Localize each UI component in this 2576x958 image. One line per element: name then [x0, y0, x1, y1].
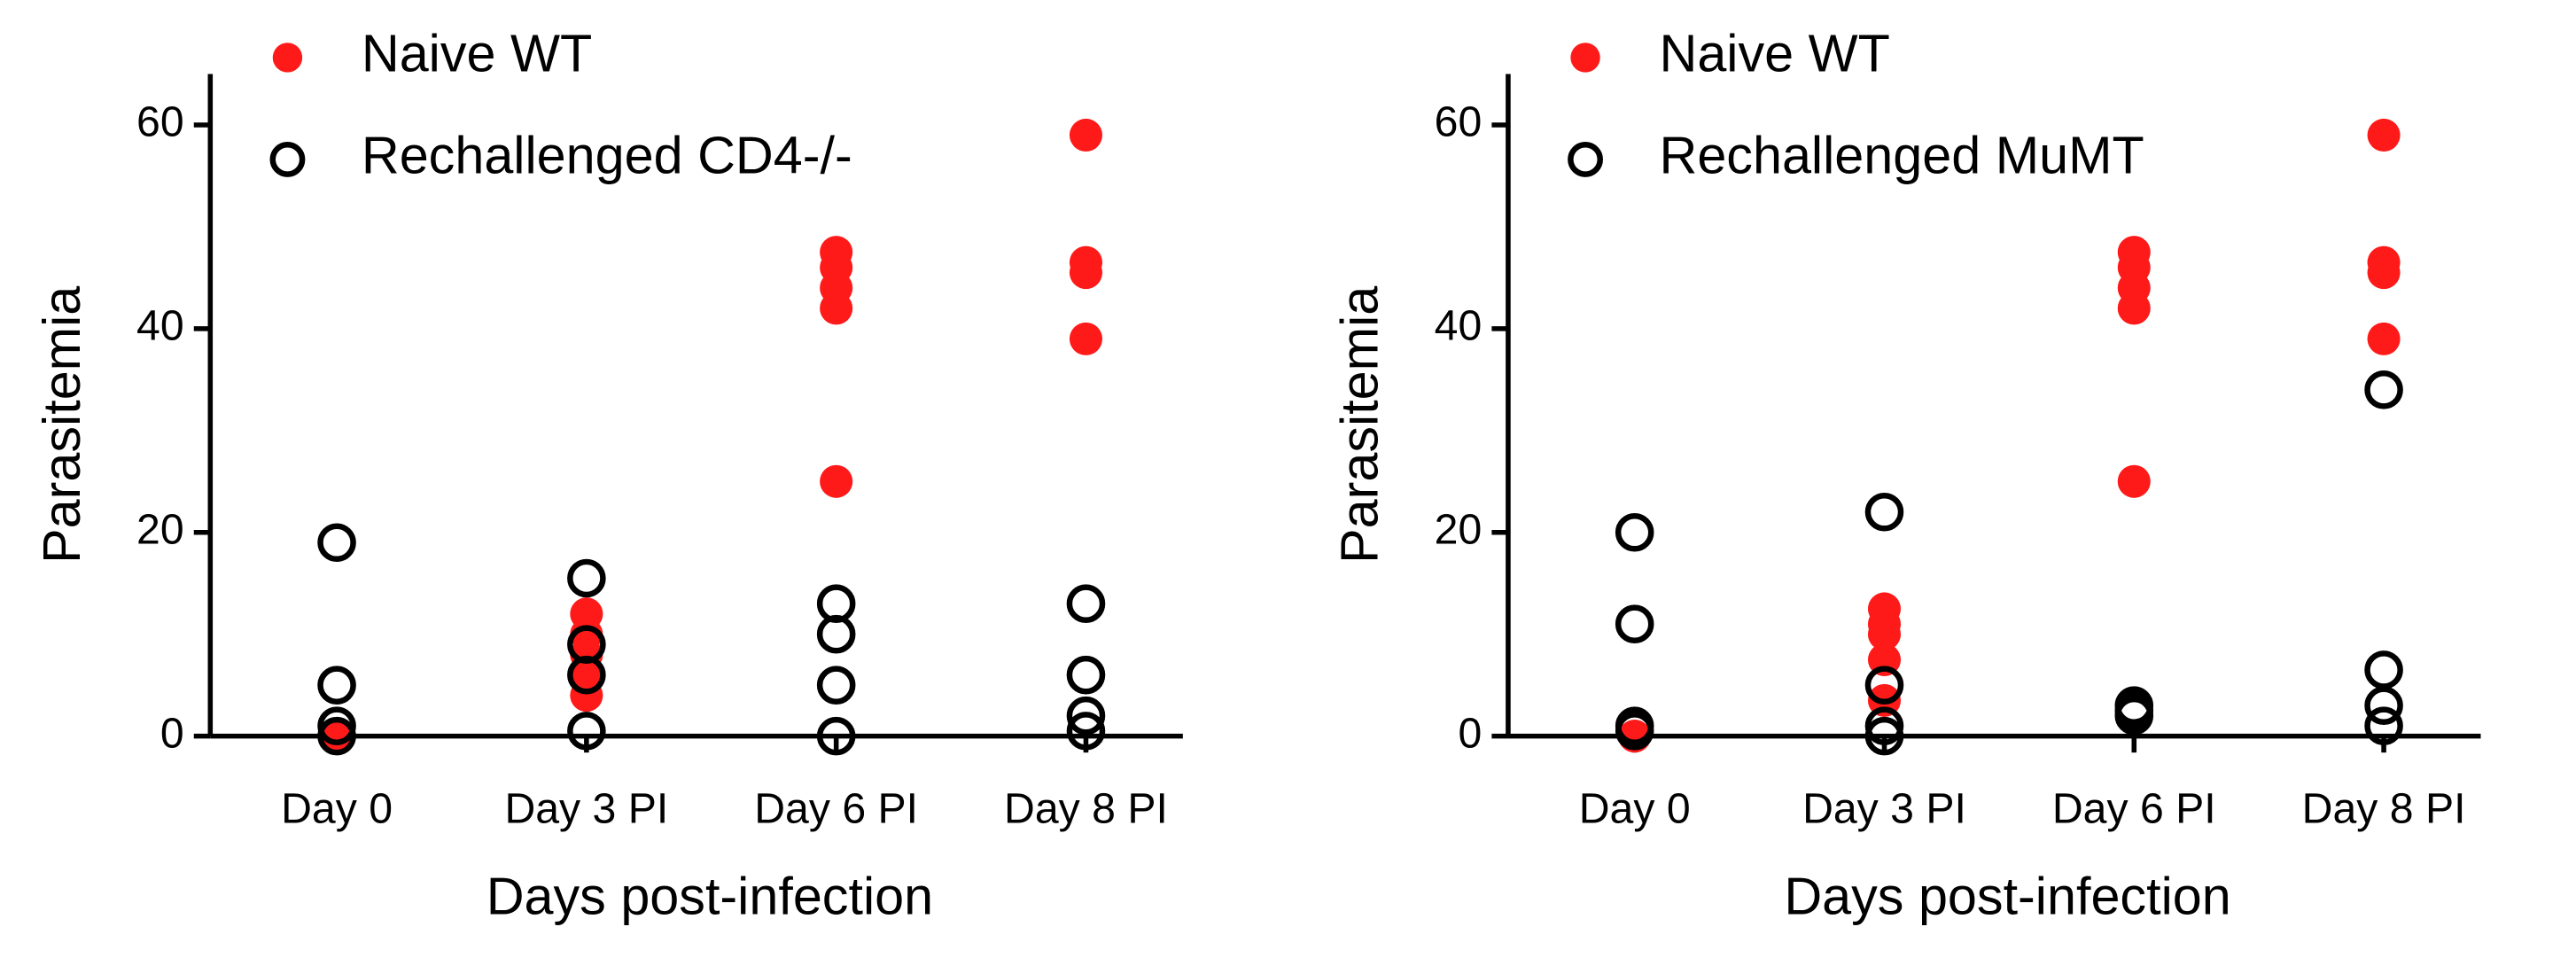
point — [2367, 322, 2401, 355]
legend-label: Naive WT — [1659, 24, 1889, 83]
point — [1864, 706, 1904, 745]
point — [2367, 118, 2401, 152]
y-tick-label: 0 — [160, 709, 184, 757]
point — [1615, 712, 1654, 751]
point — [567, 655, 606, 695]
point — [1069, 322, 1103, 355]
point — [1864, 492, 1904, 532]
point — [1615, 512, 1654, 552]
point — [2364, 370, 2403, 409]
point — [1864, 666, 1904, 705]
legend-marker — [1570, 43, 1600, 73]
y-axis-title: Parasitemia — [1329, 286, 1389, 564]
point — [816, 716, 856, 756]
y-tick-label: 20 — [1435, 505, 1483, 553]
legend-marker — [272, 43, 303, 73]
point — [1066, 696, 1106, 736]
point — [2364, 706, 2403, 745]
point — [317, 706, 356, 745]
point — [317, 666, 356, 705]
point — [320, 720, 354, 753]
point — [816, 614, 856, 654]
legend-marker — [269, 141, 306, 177]
point — [820, 464, 853, 498]
y-tick-label: 20 — [136, 505, 184, 553]
point — [2364, 686, 2403, 725]
point — [567, 558, 606, 598]
y-tick-label: 0 — [1458, 709, 1482, 757]
y-tick-label: 40 — [1435, 302, 1483, 350]
point — [317, 716, 356, 756]
point — [1615, 604, 1654, 643]
point — [2367, 256, 2401, 290]
x-tick-label: Day 8 PI — [1004, 785, 1168, 833]
point — [2117, 292, 2151, 325]
point — [1066, 712, 1106, 751]
point — [1069, 118, 1103, 152]
y-tick-label: 40 — [136, 302, 184, 350]
point — [1066, 655, 1106, 695]
x-tick-label: Day 6 PI — [754, 785, 918, 833]
point — [2117, 464, 2151, 498]
x-tick-label: Day 3 PI — [1802, 785, 1966, 833]
x-tick-label: Day 6 PI — [2052, 785, 2216, 833]
point — [567, 712, 606, 751]
x-tick-label: Day 0 — [281, 785, 393, 833]
point — [1864, 716, 1904, 756]
point — [1069, 256, 1103, 290]
point — [2114, 696, 2154, 736]
point — [820, 292, 853, 325]
y-tick-label: 60 — [136, 98, 184, 146]
legend-label: Rechallenged MuMT — [1659, 126, 2144, 185]
point — [1066, 584, 1106, 623]
x-tick-label: Day 0 — [1579, 785, 1691, 833]
point — [816, 666, 856, 705]
legend-label: Naive WT — [362, 24, 592, 83]
point — [317, 523, 356, 563]
point — [2364, 650, 2403, 689]
y-axis-title: Parasitemia — [32, 286, 91, 564]
legend-marker — [1568, 141, 1603, 177]
x-axis-title: Days post-infection — [1784, 867, 2230, 926]
y-tick-label: 60 — [1435, 98, 1483, 146]
x-axis-title: Days post-infection — [486, 867, 933, 926]
x-tick-label: Day 8 PI — [2302, 785, 2466, 833]
legend-label: Rechallenged CD4-/- — [362, 126, 852, 185]
x-tick-label: Day 3 PI — [504, 785, 668, 833]
point — [1867, 618, 1902, 651]
